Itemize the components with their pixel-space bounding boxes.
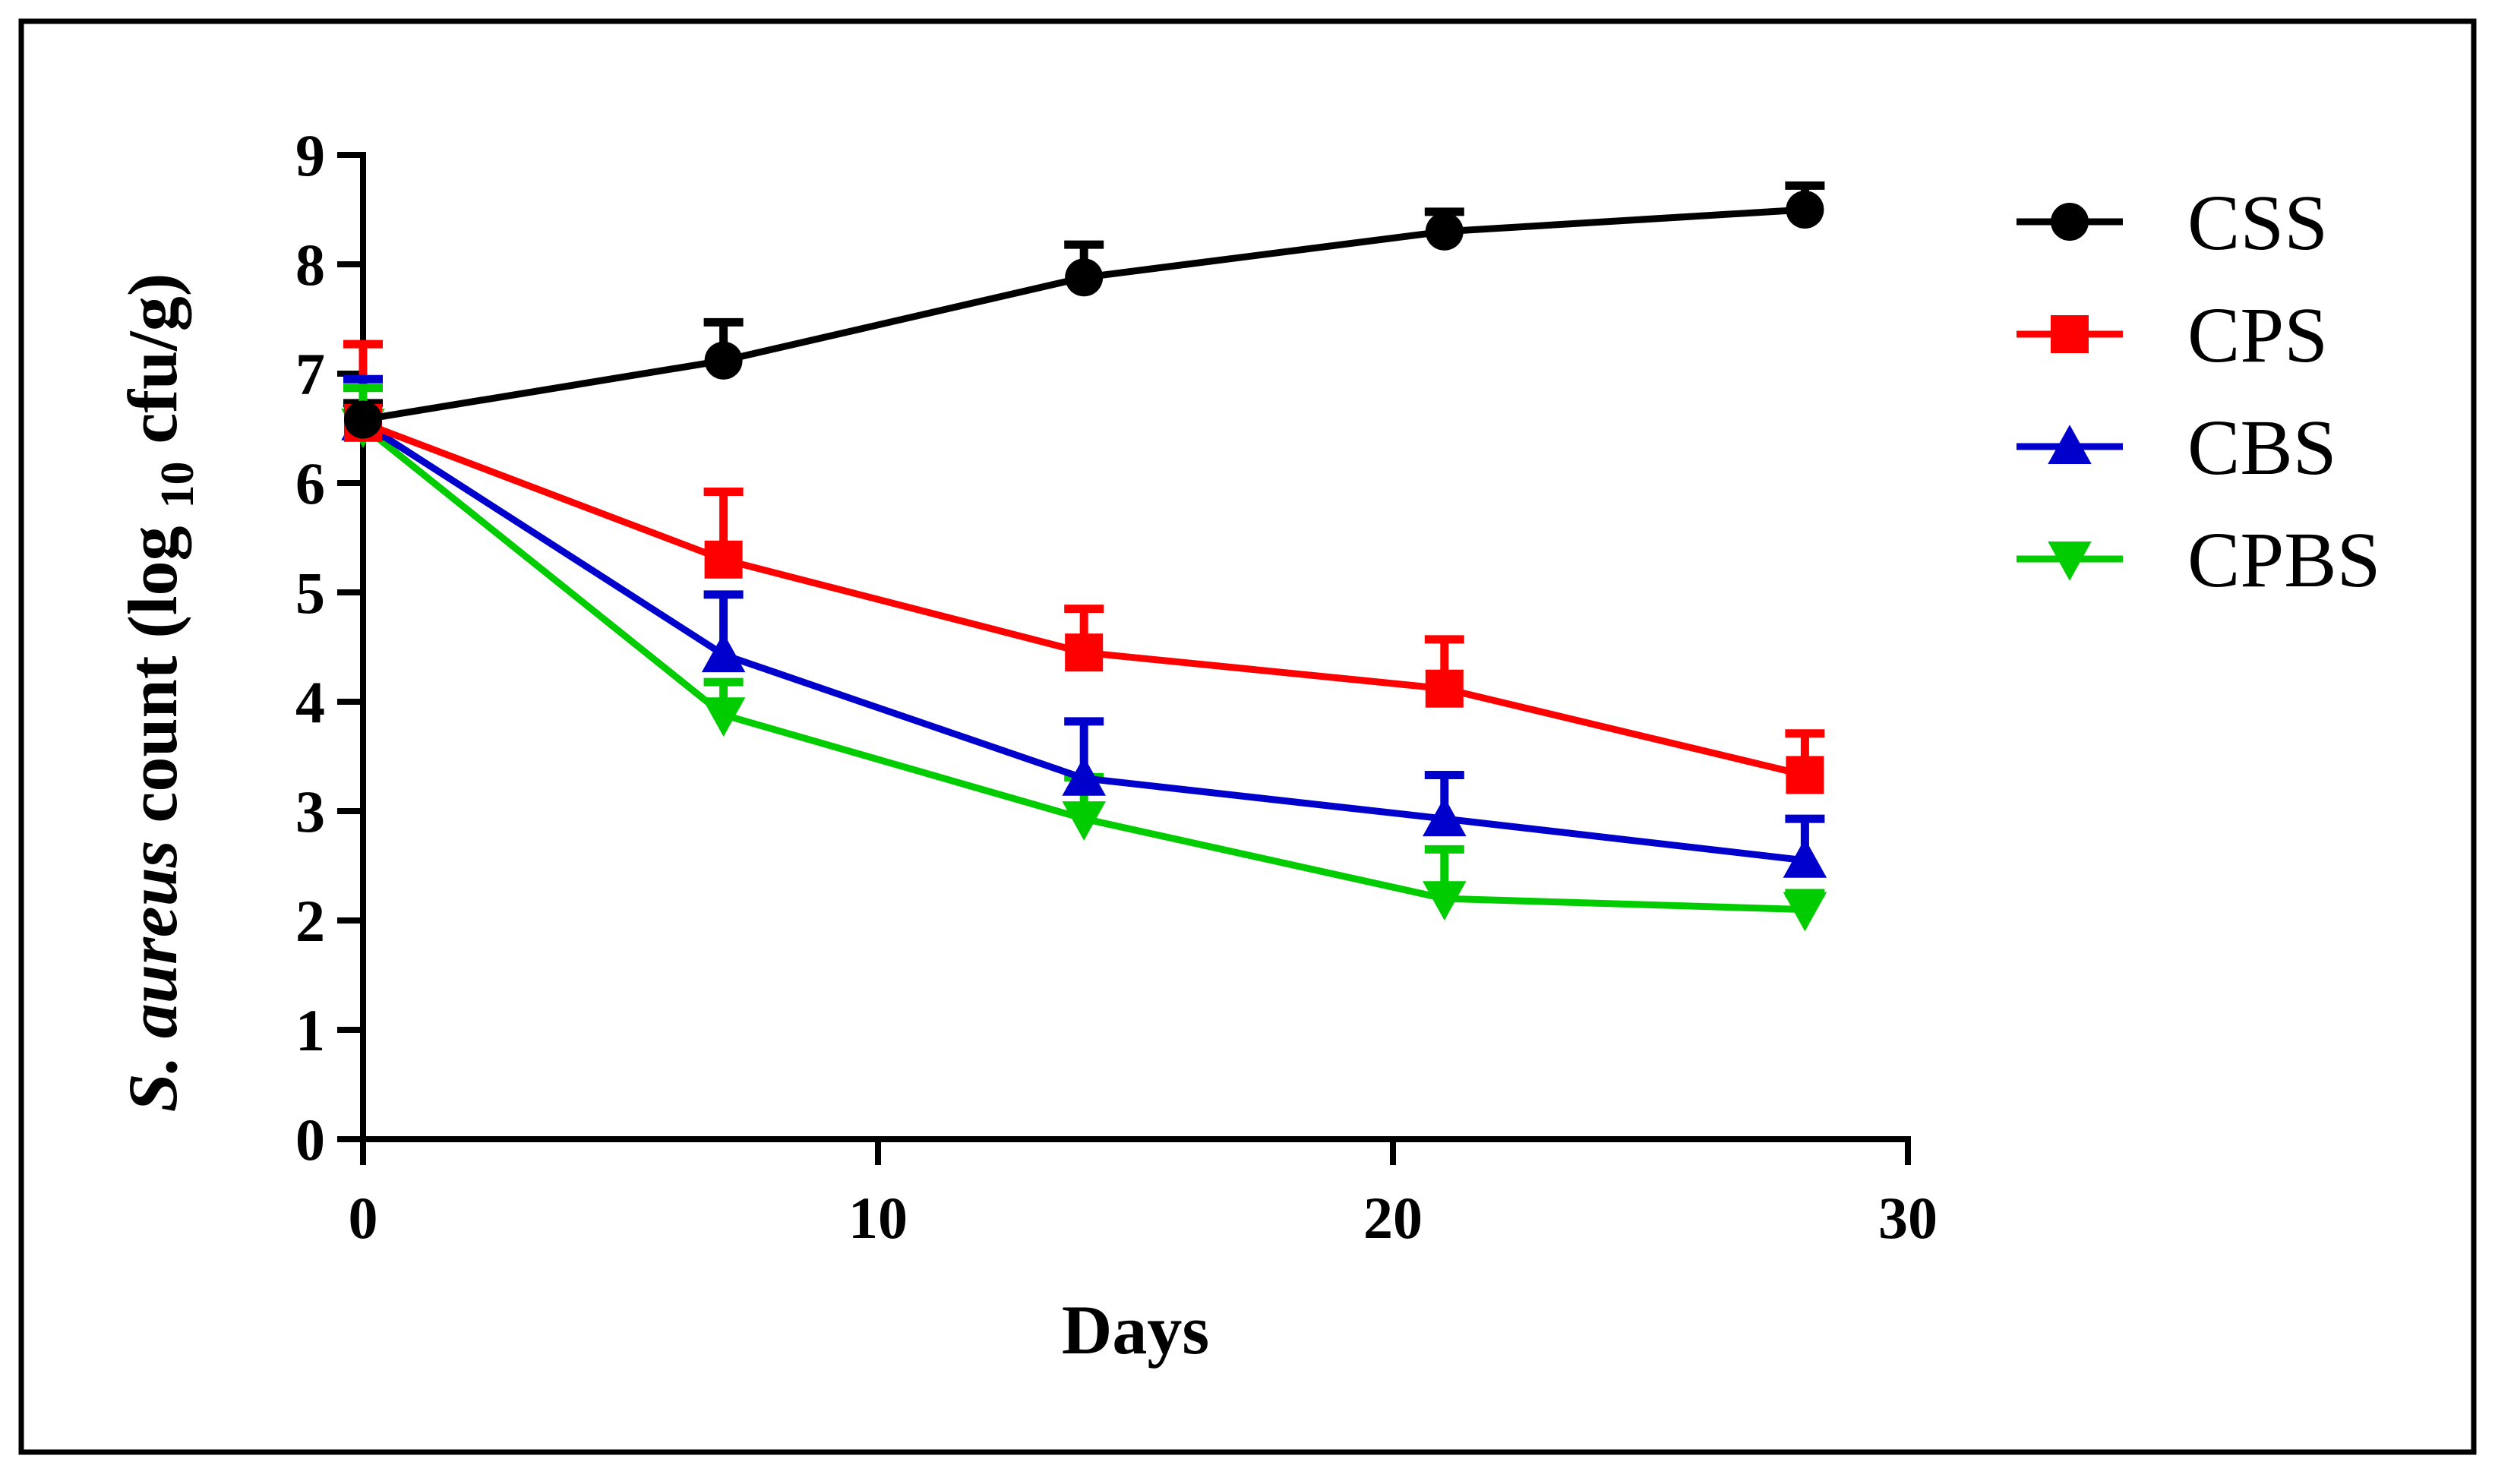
legend-item-css: CSS bbox=[2017, 179, 2328, 267]
y-tick-label: 8 bbox=[295, 232, 325, 298]
data-point bbox=[1062, 801, 1106, 841]
data-point bbox=[1786, 191, 1824, 229]
y-tick-label: 6 bbox=[295, 450, 325, 516]
legend-label: CSS bbox=[2187, 179, 2328, 267]
series-cps bbox=[344, 403, 1824, 794]
legend-item-cps: CPS bbox=[2017, 292, 2328, 379]
legend-marker bbox=[2051, 203, 2089, 241]
data-point bbox=[1783, 892, 1827, 932]
data-point bbox=[1783, 838, 1827, 878]
legend-marker bbox=[2048, 542, 2092, 581]
series-css bbox=[344, 191, 1824, 439]
axes: 0 1 2 3 4 5 6 7 8 9 0 10 20 30 bbox=[295, 122, 1938, 1251]
legend-label: CPBS bbox=[2187, 516, 2380, 604]
data-point bbox=[1065, 258, 1104, 297]
legend-label: CPS bbox=[2187, 292, 2328, 379]
data-point bbox=[701, 633, 746, 673]
data-point bbox=[1065, 633, 1104, 672]
legend: CSS CPS CBS CPBS bbox=[2017, 179, 2380, 604]
data-point bbox=[704, 341, 743, 380]
y-tick-label: 0 bbox=[295, 1107, 325, 1173]
y-axis-title-count: count (log bbox=[114, 526, 191, 823]
legend-item-cbs: CBS bbox=[2017, 404, 2337, 491]
data-point bbox=[344, 400, 382, 439]
legend-label: CBS bbox=[2187, 404, 2337, 491]
data-point bbox=[704, 540, 743, 579]
x-tick-label: 30 bbox=[1878, 1185, 1938, 1251]
x-axis-title: Days bbox=[1062, 1291, 1209, 1369]
data-point bbox=[1425, 212, 1464, 251]
data-point bbox=[1425, 669, 1464, 708]
y-axis-title-unit: cfu/g) bbox=[114, 273, 191, 444]
data-point bbox=[1423, 881, 1467, 920]
y-axis-title: S. aureus count (log 10 cfu/g) bbox=[114, 273, 208, 1113]
y-tick-label: 3 bbox=[295, 778, 325, 845]
border bbox=[18, 18, 2477, 1455]
y-tick-label: 7 bbox=[295, 341, 325, 407]
x-tick-label: 10 bbox=[848, 1185, 908, 1251]
legend-item-cpbs: CPBS bbox=[2017, 516, 2380, 604]
y-tick-label: 9 bbox=[295, 122, 325, 188]
y-tick-label: 4 bbox=[295, 669, 325, 735]
x-tick-label: 0 bbox=[349, 1185, 378, 1251]
legend-marker bbox=[2048, 425, 2092, 464]
data-point bbox=[701, 697, 746, 737]
x-tick-label: 20 bbox=[1363, 1185, 1423, 1251]
y-tick-label: 5 bbox=[295, 560, 325, 626]
series-layer bbox=[341, 181, 1827, 932]
y-tick-label: 2 bbox=[295, 888, 325, 954]
data-point bbox=[1062, 756, 1106, 796]
series-cbs bbox=[341, 401, 1827, 878]
data-point bbox=[1786, 756, 1824, 794]
y-axis-title-italic: S. aureus bbox=[114, 840, 191, 1112]
y-axis-title-subscript: 10 bbox=[152, 461, 204, 508]
legend-marker bbox=[2051, 315, 2089, 353]
y-tick-label: 1 bbox=[295, 997, 325, 1063]
data-point bbox=[1423, 797, 1467, 837]
